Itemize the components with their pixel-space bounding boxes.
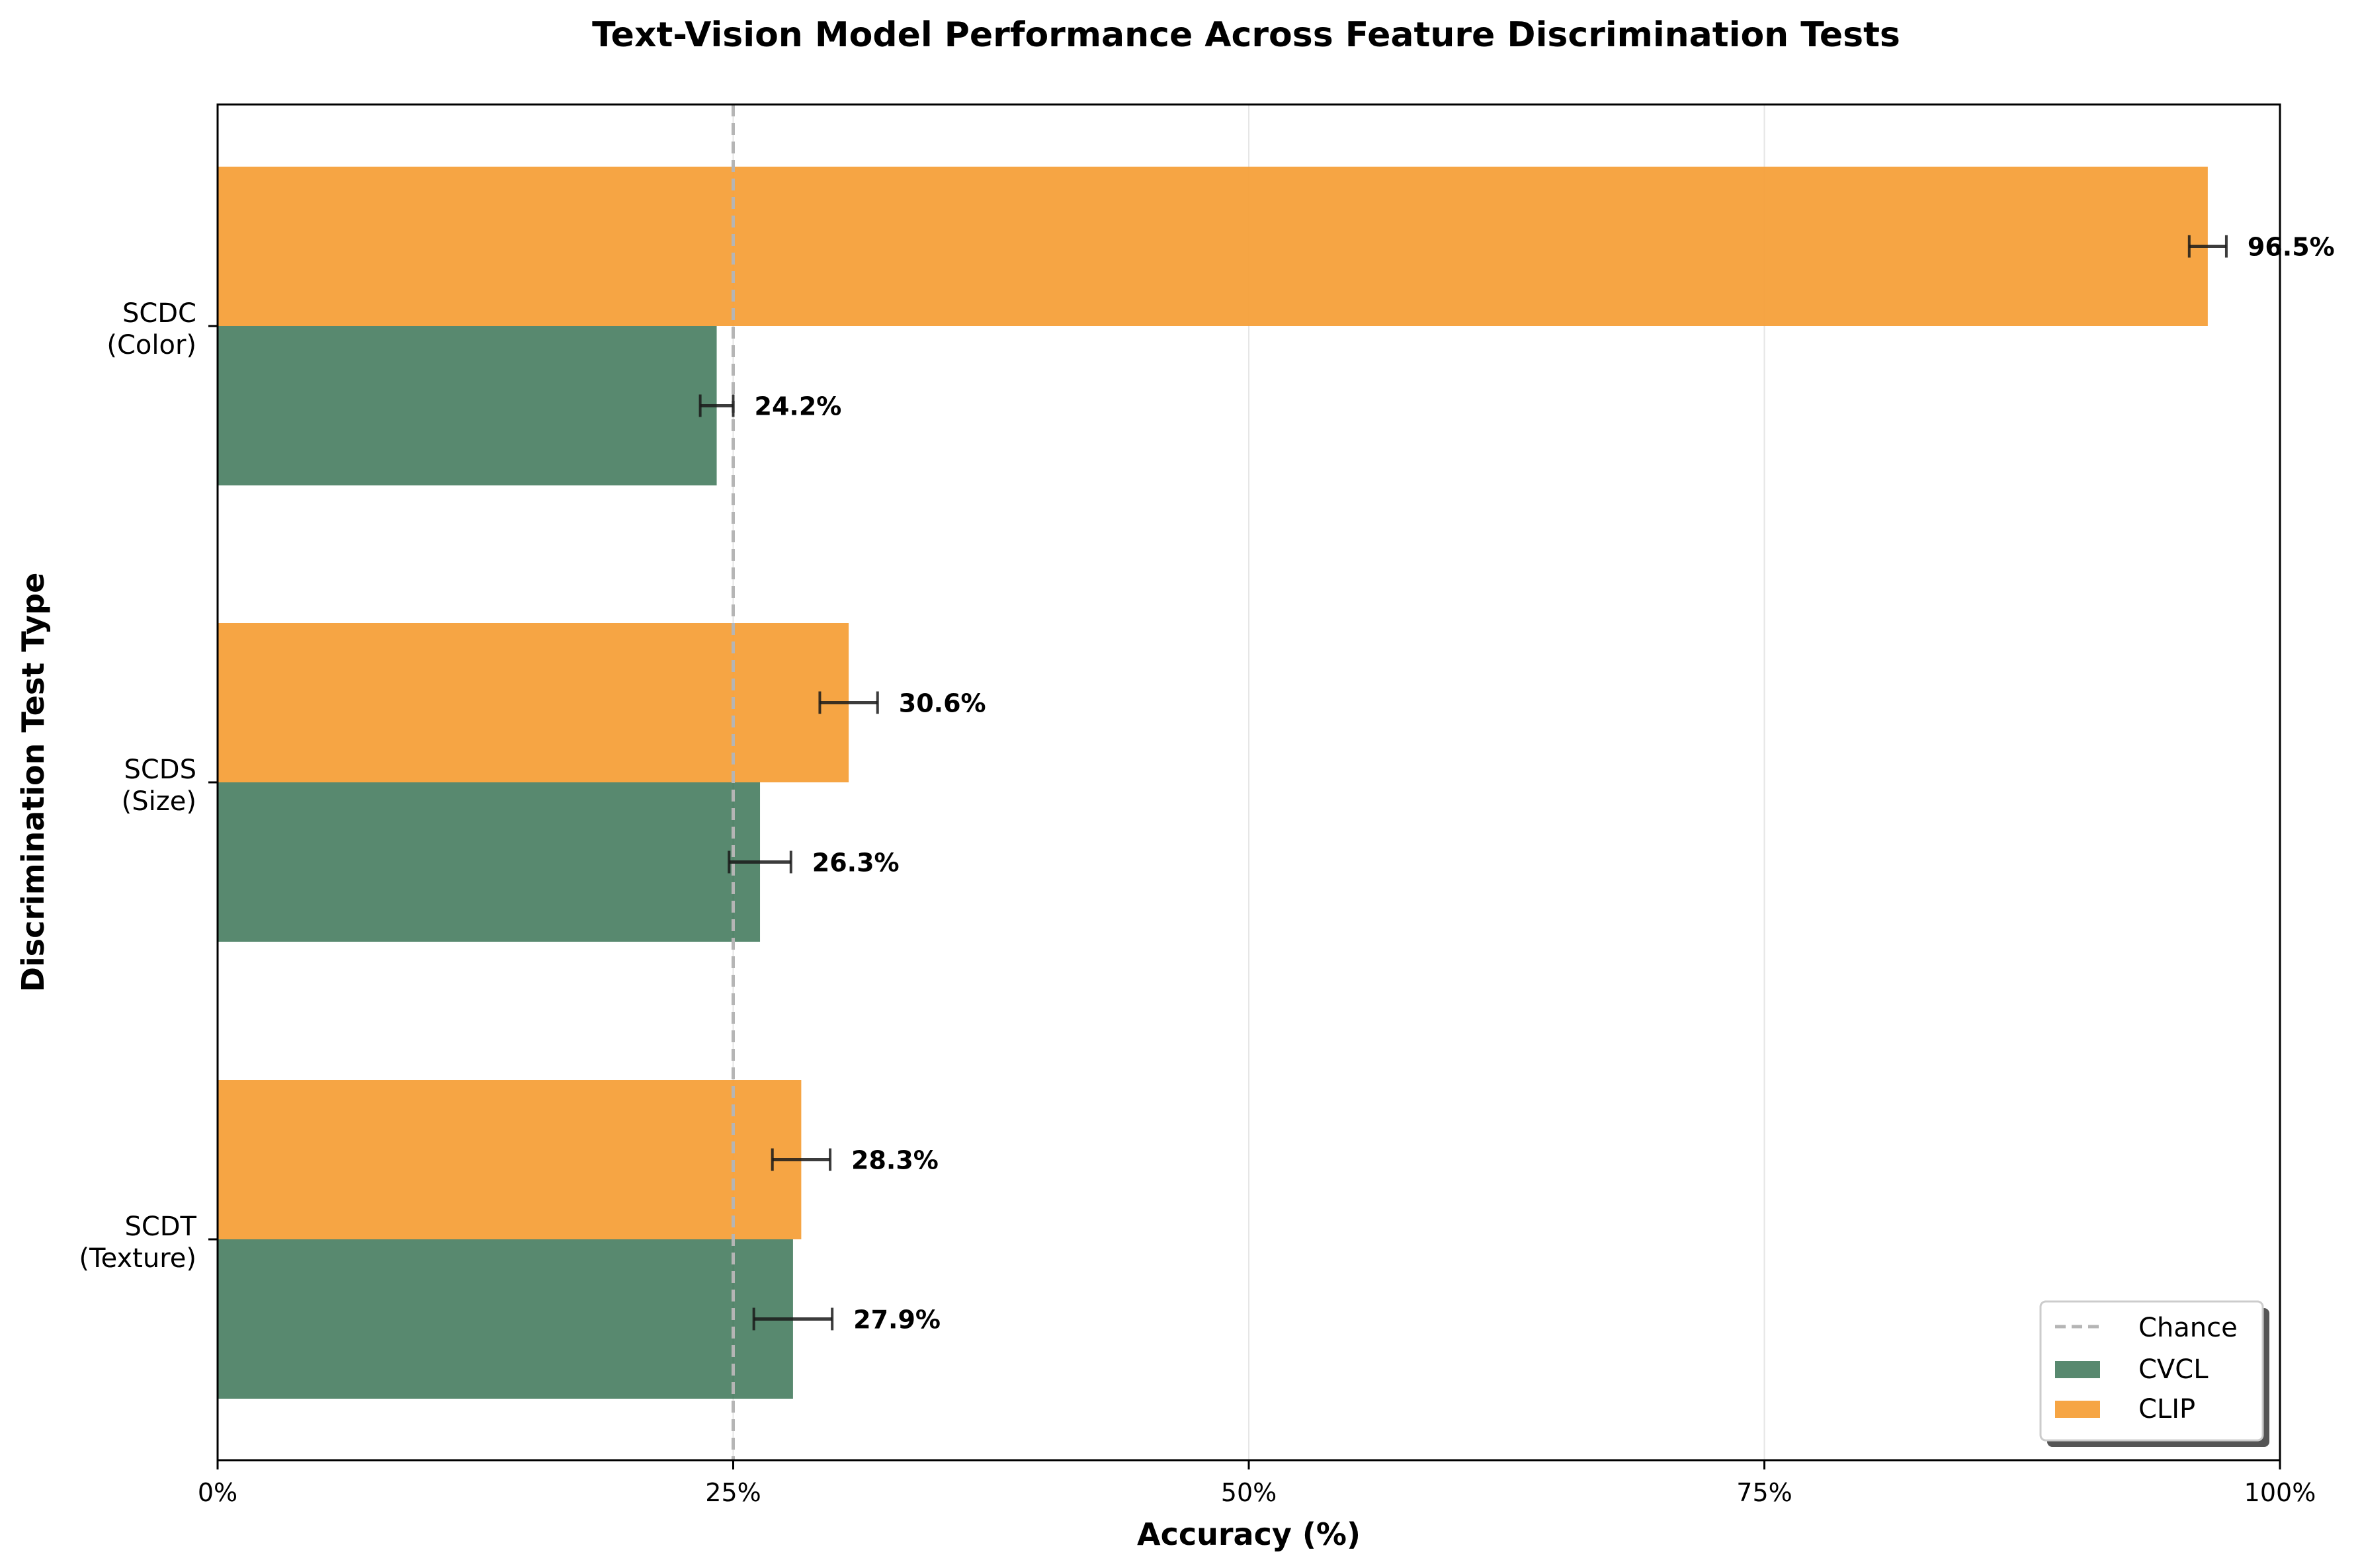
legend-label-clip: CLIP: [2138, 1394, 2195, 1424]
y-tick-sublabel: (Texture): [79, 1243, 196, 1274]
bar-clip: [218, 167, 2208, 326]
x-tick-label: 25%: [705, 1478, 761, 1507]
legend-swatch-clip: [2055, 1401, 2100, 1418]
value-label-cvcl: 26.3%: [812, 848, 900, 878]
y-tick-sublabel: (Size): [122, 786, 196, 817]
chart-title: Text-Vision Model Performance Across Fea…: [592, 15, 1900, 55]
y-axis-ticks: SCDC(Color) SCDS(Size) SCDT(Texture): [79, 298, 218, 1274]
x-axis-label: Accuracy (%): [1137, 1516, 1361, 1552]
legend-item-clip: CLIP: [2055, 1394, 2195, 1424]
x-tick-label: 0%: [198, 1478, 237, 1507]
x-tick-label: 50%: [1221, 1478, 1277, 1507]
y-tick-label: SCDT: [124, 1212, 196, 1242]
bar-cvcl: [218, 1239, 793, 1399]
legend-item-chance: Chance: [2055, 1313, 2238, 1343]
value-label-clip: 28.3%: [851, 1146, 939, 1175]
bar-cvcl: [218, 326, 717, 485]
y-axis-label: Discrimination Test Type: [15, 573, 51, 993]
bar-cvcl: [218, 782, 761, 942]
value-label-clip: 30.6%: [899, 689, 986, 718]
y-tick-label: SCDS: [124, 755, 196, 785]
value-label-cvcl: 24.2%: [755, 392, 842, 421]
legend: Chance CVCL CLIP: [2039, 1300, 2269, 1447]
bars: [218, 167, 2208, 1399]
y-tick-label: SCDC: [122, 298, 196, 329]
x-axis-ticks: 0% 25% 50% 75% 100%: [198, 1460, 2316, 1507]
legend-swatch-cvcl: [2055, 1361, 2100, 1378]
bar-clip: [218, 1080, 802, 1239]
bar-clip: [218, 623, 849, 782]
legend-label-chance: Chance: [2138, 1313, 2238, 1343]
legend-item-cvcl: CVCL: [2055, 1354, 2209, 1385]
x-tick-label: 100%: [2244, 1478, 2316, 1507]
y-tick-sublabel: (Color): [106, 330, 196, 360]
value-label-clip: 96.5%: [2248, 233, 2335, 262]
legend-label-cvcl: CVCL: [2138, 1354, 2209, 1385]
x-tick-label: 75%: [1736, 1478, 1792, 1507]
error-bars: [698, 235, 2228, 1331]
value-label-cvcl: 27.9%: [853, 1305, 941, 1335]
value-labels: 24.2% 26.3% 27.9% 96.5% 30.6% 28.3%: [755, 233, 2335, 1335]
